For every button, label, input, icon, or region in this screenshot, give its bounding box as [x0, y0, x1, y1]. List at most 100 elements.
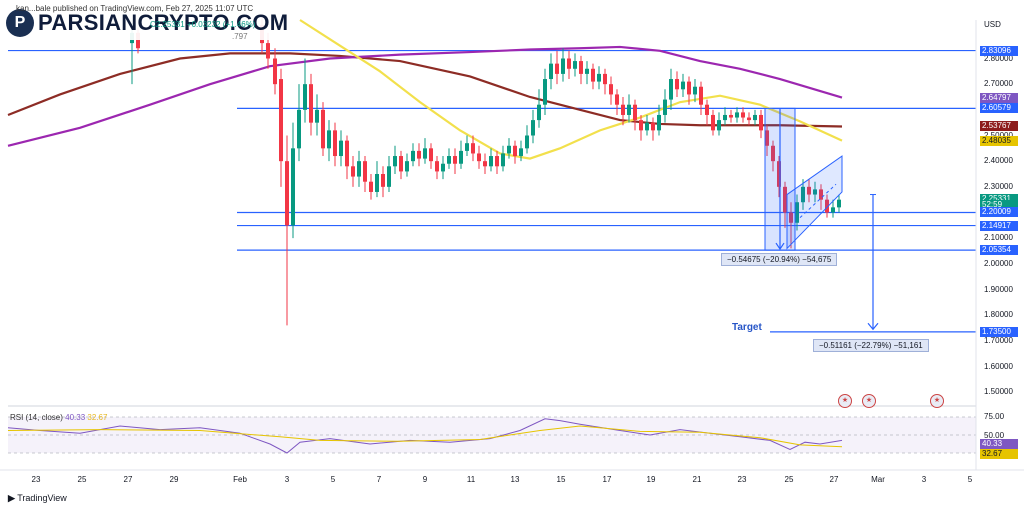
candle-body-down — [741, 112, 745, 118]
candle-body-up — [291, 148, 295, 226]
candle-body-up — [657, 114, 661, 131]
currency-label: USD — [984, 20, 1001, 29]
us-flag-icon[interactable]: ★ — [838, 394, 852, 408]
price-tick: 2.70000 — [984, 79, 1013, 89]
candle-body-up — [357, 161, 361, 177]
price-tick: 2.40000 — [984, 156, 1013, 166]
target-label: Target — [732, 322, 762, 333]
candle-body-up — [831, 207, 835, 213]
candle-body-down — [747, 117, 751, 121]
candle-body-down — [399, 156, 403, 172]
price-label: 2.60579 — [980, 103, 1018, 114]
drawings — [764, 107, 879, 331]
rsi-title: RSI (14, close) — [10, 413, 63, 422]
channel-midline — [799, 183, 837, 219]
time-tick: 5 — [967, 475, 973, 484]
candle-body-down — [651, 122, 655, 131]
candle-body-up — [549, 63, 553, 80]
candles — [130, 17, 841, 326]
price-tick: 1.80000 — [984, 310, 1013, 320]
candle-body-up — [543, 79, 547, 105]
time-tick: 21 — [692, 475, 702, 484]
candle-body-down — [453, 156, 457, 164]
candle-body-down — [825, 199, 829, 213]
candle-body-down — [333, 130, 337, 157]
candle-body-up — [315, 109, 319, 123]
candle-body-down — [705, 104, 709, 115]
legend-partial: .797 — [232, 32, 248, 41]
measure-arrowhead — [775, 242, 785, 251]
candle-body-down — [711, 114, 715, 131]
rsi-tick-75: 75.00 — [984, 412, 1005, 421]
time-tick: 7 — [376, 475, 382, 484]
candle-body-up — [795, 202, 799, 223]
candle-body-down — [621, 104, 625, 115]
candle-body-down — [579, 61, 583, 74]
candle-body-down — [477, 153, 481, 162]
logo-text: PARSIANCRYPTO.COM — [38, 10, 289, 35]
candle-body-down — [699, 86, 703, 105]
price-tick: 2.80000 — [984, 53, 1013, 63]
candle-body-up — [525, 135, 529, 149]
candle-body-down — [639, 120, 643, 131]
tradingview-brand: ▶ TradingView — [8, 493, 67, 504]
time-tick: 25 — [784, 475, 794, 484]
candle-body-down — [495, 156, 499, 167]
candle-body-down — [729, 114, 733, 118]
candle-body-down — [783, 186, 787, 213]
candle-body-up — [573, 61, 577, 69]
candle-body-down — [381, 174, 385, 187]
watermark-logo: P PARSIANCRYPTO.COM — [6, 6, 289, 40]
measure-box-2: −0.51161 (−22.79%) −51,161 — [813, 339, 929, 352]
price-tick: 1.70000 — [984, 335, 1013, 345]
candle-body-up — [645, 122, 649, 131]
candle-body-down — [771, 145, 775, 162]
time-tick: 3 — [284, 475, 290, 484]
rsi-pane — [0, 20, 1024, 471]
candle-body-down — [675, 79, 679, 90]
candle-body-down — [279, 79, 283, 162]
candle-body-down — [285, 161, 289, 226]
candle-body-down — [345, 140, 349, 167]
price-tick: 2.50000 — [984, 131, 1013, 140]
rsi-value: 40.33 — [65, 413, 86, 422]
us-flag-icon[interactable]: ★ — [862, 394, 876, 408]
time-tick: 23 — [31, 475, 41, 484]
rsi-tick-50: 50.00 — [984, 431, 1005, 440]
candle-body-down — [136, 32, 140, 49]
logo-icon: P — [6, 9, 34, 37]
candle-body-down — [603, 73, 607, 85]
bear-flag-channel — [786, 155, 843, 250]
time-tick: Feb — [233, 475, 247, 484]
tradingview-logo-icon: ▶ — [8, 493, 15, 503]
candle-body-down — [369, 181, 373, 192]
candle-body-down — [807, 186, 811, 195]
candle-body-down — [417, 150, 421, 159]
horizontal-levels — [8, 49, 976, 333]
price-tick: 2.30000 — [984, 181, 1013, 191]
price-label: 2.14917 — [980, 220, 1018, 231]
us-flag-icon[interactable]: ★ — [930, 394, 944, 408]
candle-body-down — [567, 58, 571, 69]
target-arrowhead — [867, 322, 879, 331]
candle-body-up — [693, 86, 697, 95]
candle-body-down — [321, 109, 325, 149]
price-label: 2.20009 — [980, 207, 1018, 218]
candle-body-up — [717, 120, 721, 131]
candle-body-down — [351, 166, 355, 177]
candle-body-up — [411, 150, 415, 162]
candle-body-up — [585, 68, 589, 74]
price-tick: 1.60000 — [984, 361, 1013, 371]
price-label: 2.64797 — [980, 92, 1018, 103]
candle-body-up — [423, 148, 427, 159]
tradingview-text: TradingView — [17, 493, 67, 503]
time-tick: 19 — [646, 475, 656, 484]
price-label: 2.48035 — [980, 135, 1018, 146]
candle-body-down — [765, 130, 769, 146]
candle-body-up — [681, 81, 685, 90]
rsi-sma-label: 32.67 — [980, 449, 1018, 459]
candle-body-up — [837, 199, 841, 208]
time-tick: 9 — [422, 475, 428, 484]
